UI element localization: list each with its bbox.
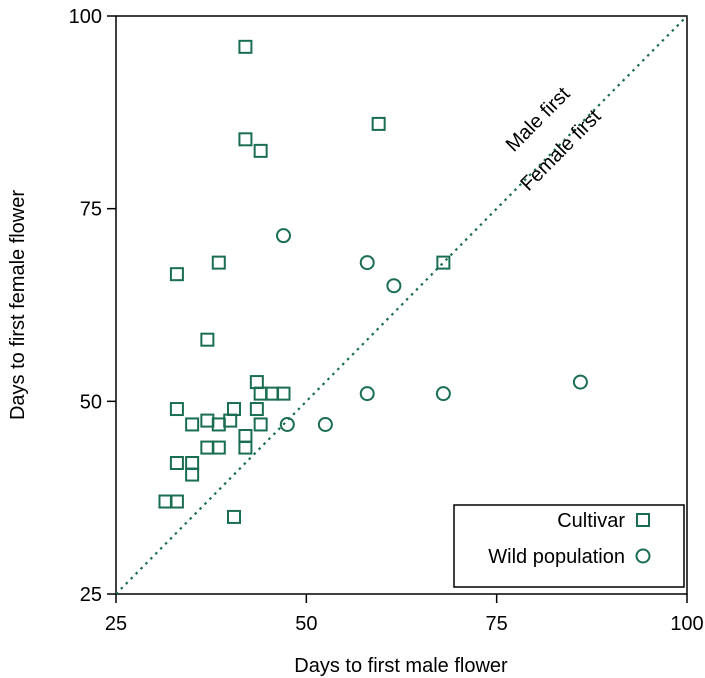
cultivar-point xyxy=(253,386,268,401)
cultivar-point xyxy=(211,417,226,432)
x-tick-label: 25 xyxy=(105,613,127,635)
legend-box xyxy=(453,504,685,588)
cultivar-point xyxy=(227,509,242,524)
wild-population-point xyxy=(386,278,402,294)
reference-line xyxy=(115,15,688,595)
axes: 25 50 75 100 25 50 75 100 xyxy=(69,6,704,635)
cultivar-point xyxy=(169,455,184,470)
cultivar-point xyxy=(227,402,242,417)
data-points xyxy=(158,39,588,524)
legend-label-cultivar: Cultivar xyxy=(557,510,625,532)
cultivar-point xyxy=(238,132,253,147)
plot-area xyxy=(115,15,688,595)
legend-markers xyxy=(635,513,651,564)
wild-population-point xyxy=(435,386,451,402)
cultivar-point xyxy=(169,267,184,282)
cultivar-point xyxy=(238,39,253,54)
legend-marker-cultivar xyxy=(636,513,650,527)
cultivar-point xyxy=(436,255,451,270)
y-axis-label: Days to first female flower xyxy=(7,190,29,420)
cultivar-point xyxy=(200,332,215,347)
cultivar-point xyxy=(185,467,200,482)
wild-population-point xyxy=(275,228,291,244)
cultivar-point xyxy=(223,413,238,428)
wild-population-point xyxy=(317,416,333,432)
y-tick-label: 100 xyxy=(69,6,102,28)
cultivar-point xyxy=(169,402,184,417)
legend: Cultivar Wild population xyxy=(453,504,685,588)
cultivar-point xyxy=(200,413,215,428)
annotations: Male first Female first xyxy=(502,83,606,196)
cultivar-point xyxy=(265,386,280,401)
wild-population-point xyxy=(279,416,295,432)
wild-population-point xyxy=(572,374,588,390)
cultivar-point xyxy=(238,429,253,444)
cultivar-point xyxy=(249,402,264,417)
legend-label-wild-population: Wild population xyxy=(488,546,625,568)
cultivar-point xyxy=(276,386,291,401)
x-tick-label: 100 xyxy=(670,613,703,635)
cultivar-point xyxy=(200,440,215,455)
cultivar-point xyxy=(253,417,268,432)
wild-population-point xyxy=(359,386,375,402)
y-tick-label: 75 xyxy=(80,199,102,221)
plot-border xyxy=(115,15,688,595)
wild-population-point xyxy=(359,255,375,271)
cultivar-point xyxy=(238,440,253,455)
cultivar-point xyxy=(253,143,268,158)
cultivar-point xyxy=(158,494,173,509)
cultivar-point xyxy=(371,116,386,131)
cultivar-point xyxy=(211,255,226,270)
y-tick-label: 50 xyxy=(80,391,102,413)
cultivar-point xyxy=(185,417,200,432)
cultivar-point xyxy=(249,375,264,390)
cultivar-point xyxy=(185,455,200,470)
x-tick-label: 50 xyxy=(295,613,317,635)
legend-marker-wild-population xyxy=(635,548,651,564)
x-axis-label: Days to first male flower xyxy=(294,655,508,677)
diagonal-line xyxy=(115,15,688,595)
y-tick-label: 25 xyxy=(80,584,102,606)
cultivar-point xyxy=(169,494,184,509)
x-tick-label: 75 xyxy=(486,613,508,635)
cultivar-point xyxy=(211,440,226,455)
